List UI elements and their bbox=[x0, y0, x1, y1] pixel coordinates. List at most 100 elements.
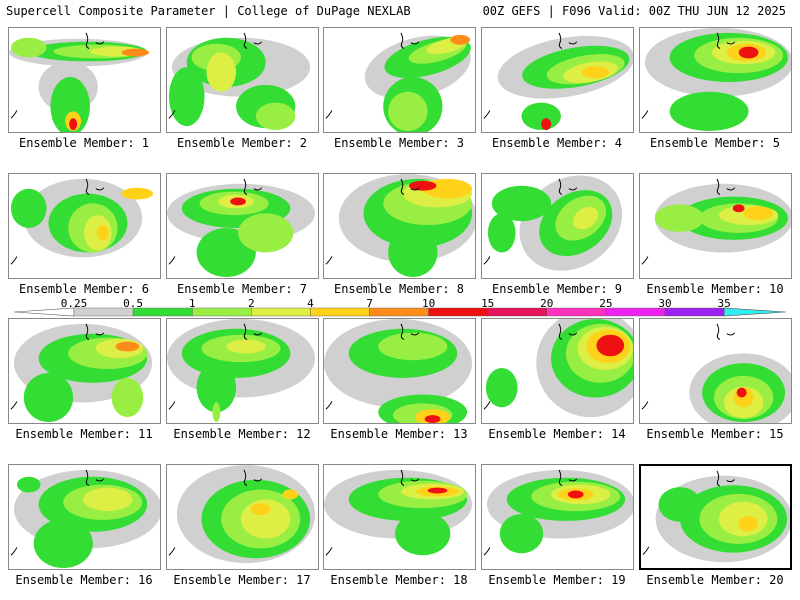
scp-contour bbox=[83, 487, 133, 512]
great-lakes-outline bbox=[85, 469, 90, 487]
ensemble-member-map-2[interactable] bbox=[166, 27, 319, 133]
great-lakes-outline bbox=[243, 32, 248, 50]
scp-contour bbox=[378, 332, 448, 361]
ensemble-member-map-14[interactable] bbox=[481, 318, 634, 424]
scp-contour bbox=[732, 204, 745, 213]
scp-contour bbox=[238, 213, 294, 253]
coastline-outline bbox=[10, 401, 18, 410]
coastline-outline bbox=[10, 110, 18, 119]
coastline-outline bbox=[641, 256, 649, 265]
great-lakes-outline bbox=[558, 323, 563, 341]
scp-contour bbox=[408, 180, 437, 191]
scp-field-map bbox=[641, 178, 791, 265]
great-lakes-outline bbox=[85, 178, 90, 196]
coastline-outline bbox=[10, 547, 18, 556]
ensemble-member-map-12[interactable] bbox=[166, 318, 319, 424]
great-lakes-outline bbox=[558, 32, 563, 50]
scp-contour bbox=[395, 512, 451, 556]
coastline-outline bbox=[483, 401, 491, 410]
legend-color-step bbox=[251, 307, 311, 317]
model-run-info: 00Z GEFS | F096 Valid: 00Z THU JUN 12 20… bbox=[482, 4, 786, 18]
ensemble-member-label: Ensemble Member: 10 bbox=[646, 282, 784, 296]
coastline-outline bbox=[168, 110, 176, 119]
coastline-outline bbox=[325, 401, 333, 410]
coastline-outline bbox=[641, 110, 649, 119]
legend-tick-label: 20 bbox=[540, 297, 554, 310]
great-lakes-outline bbox=[95, 332, 105, 336]
great-lakes-outline bbox=[253, 332, 263, 336]
scp-field-map bbox=[10, 323, 153, 423]
great-lakes-outline bbox=[410, 478, 420, 482]
ensemble-member-map-5[interactable] bbox=[639, 27, 792, 133]
great-lakes-outline bbox=[568, 332, 578, 336]
scp-contour bbox=[115, 341, 140, 352]
ensemble-member-label: Ensemble Member: 4 bbox=[491, 136, 623, 150]
scp-contour bbox=[168, 67, 205, 127]
great-lakes-outline bbox=[726, 479, 735, 483]
ensemble-member-map-16[interactable] bbox=[8, 464, 161, 570]
scp-contour bbox=[567, 490, 584, 499]
scp-contour bbox=[16, 476, 41, 493]
ensemble-member-map-9[interactable] bbox=[481, 173, 634, 279]
great-lakes-outline bbox=[568, 187, 578, 191]
legend-tick-label: 15 bbox=[481, 297, 495, 310]
scp-contour bbox=[736, 387, 747, 398]
ensemble-member-map-20[interactable] bbox=[639, 464, 792, 570]
color-legend bbox=[14, 296, 786, 320]
scp-field-map bbox=[483, 32, 633, 131]
great-lakes-outline bbox=[558, 178, 563, 196]
scp-contour bbox=[121, 48, 150, 57]
ensemble-member-map-18[interactable] bbox=[323, 464, 476, 570]
scp-field-map bbox=[641, 28, 791, 132]
great-lakes-outline bbox=[410, 41, 420, 45]
ensemble-member-map-13[interactable] bbox=[323, 318, 476, 424]
scp-contour bbox=[738, 516, 758, 532]
coastline-outline bbox=[168, 547, 176, 556]
ensemble-member-map-4[interactable] bbox=[481, 27, 634, 133]
legend-color-step bbox=[191, 307, 252, 317]
scp-contour bbox=[226, 339, 266, 354]
ensemble-member-map-17[interactable] bbox=[166, 464, 319, 570]
ensemble-member-map-19[interactable] bbox=[481, 464, 634, 570]
ensemble-member-map-7[interactable] bbox=[166, 173, 319, 279]
scp-contour bbox=[658, 487, 702, 522]
legend-color-step bbox=[487, 307, 548, 317]
coastline-outline bbox=[168, 256, 176, 265]
scp-field-map bbox=[324, 469, 473, 556]
scp-contour bbox=[282, 489, 299, 500]
ensemble-member-map-8[interactable] bbox=[323, 173, 476, 279]
scp-contour bbox=[212, 402, 221, 423]
legend-tick-label: 7 bbox=[366, 297, 373, 310]
scp-contour bbox=[427, 487, 448, 494]
great-lakes-outline bbox=[400, 469, 405, 487]
ensemble-member-label: Ensemble Member: 20 bbox=[646, 573, 784, 587]
ensemble-member-map-1[interactable] bbox=[8, 27, 161, 133]
ensemble-member-label: Ensemble Member: 12 bbox=[173, 427, 311, 441]
scp-contour bbox=[596, 334, 625, 357]
coastline-outline bbox=[325, 110, 333, 119]
scp-contour bbox=[10, 37, 47, 58]
great-lakes-outline bbox=[400, 323, 405, 341]
scp-contour bbox=[499, 514, 544, 554]
ensemble-member-label: Ensemble Member: 8 bbox=[333, 282, 465, 296]
scp-field-map bbox=[483, 469, 633, 556]
ensemble-member-map-11[interactable] bbox=[8, 318, 161, 424]
coastline-outline bbox=[325, 256, 333, 265]
ensemble-member-map-3[interactable] bbox=[323, 27, 476, 133]
scp-contour bbox=[388, 91, 428, 132]
ensemble-member-map-6[interactable] bbox=[8, 173, 161, 279]
scp-contour bbox=[450, 34, 471, 45]
scp-contour bbox=[485, 368, 518, 408]
scp-contour bbox=[738, 46, 759, 59]
great-lakes-outline bbox=[716, 32, 721, 50]
ensemble-member-map-10[interactable] bbox=[639, 173, 792, 279]
scp-field-map bbox=[168, 465, 316, 564]
great-lakes-outline bbox=[568, 41, 578, 45]
ensemble-member-map-15[interactable] bbox=[639, 318, 792, 424]
ensemble-member-label: Ensemble Member: 13 bbox=[330, 427, 468, 441]
legend-tick-label: 0.25 bbox=[60, 297, 88, 310]
legend-tick-label: 1 bbox=[188, 297, 196, 310]
great-lakes-outline bbox=[243, 323, 248, 341]
great-lakes-outline bbox=[410, 187, 420, 191]
ensemble-member-label: Ensemble Member: 11 bbox=[15, 427, 153, 441]
